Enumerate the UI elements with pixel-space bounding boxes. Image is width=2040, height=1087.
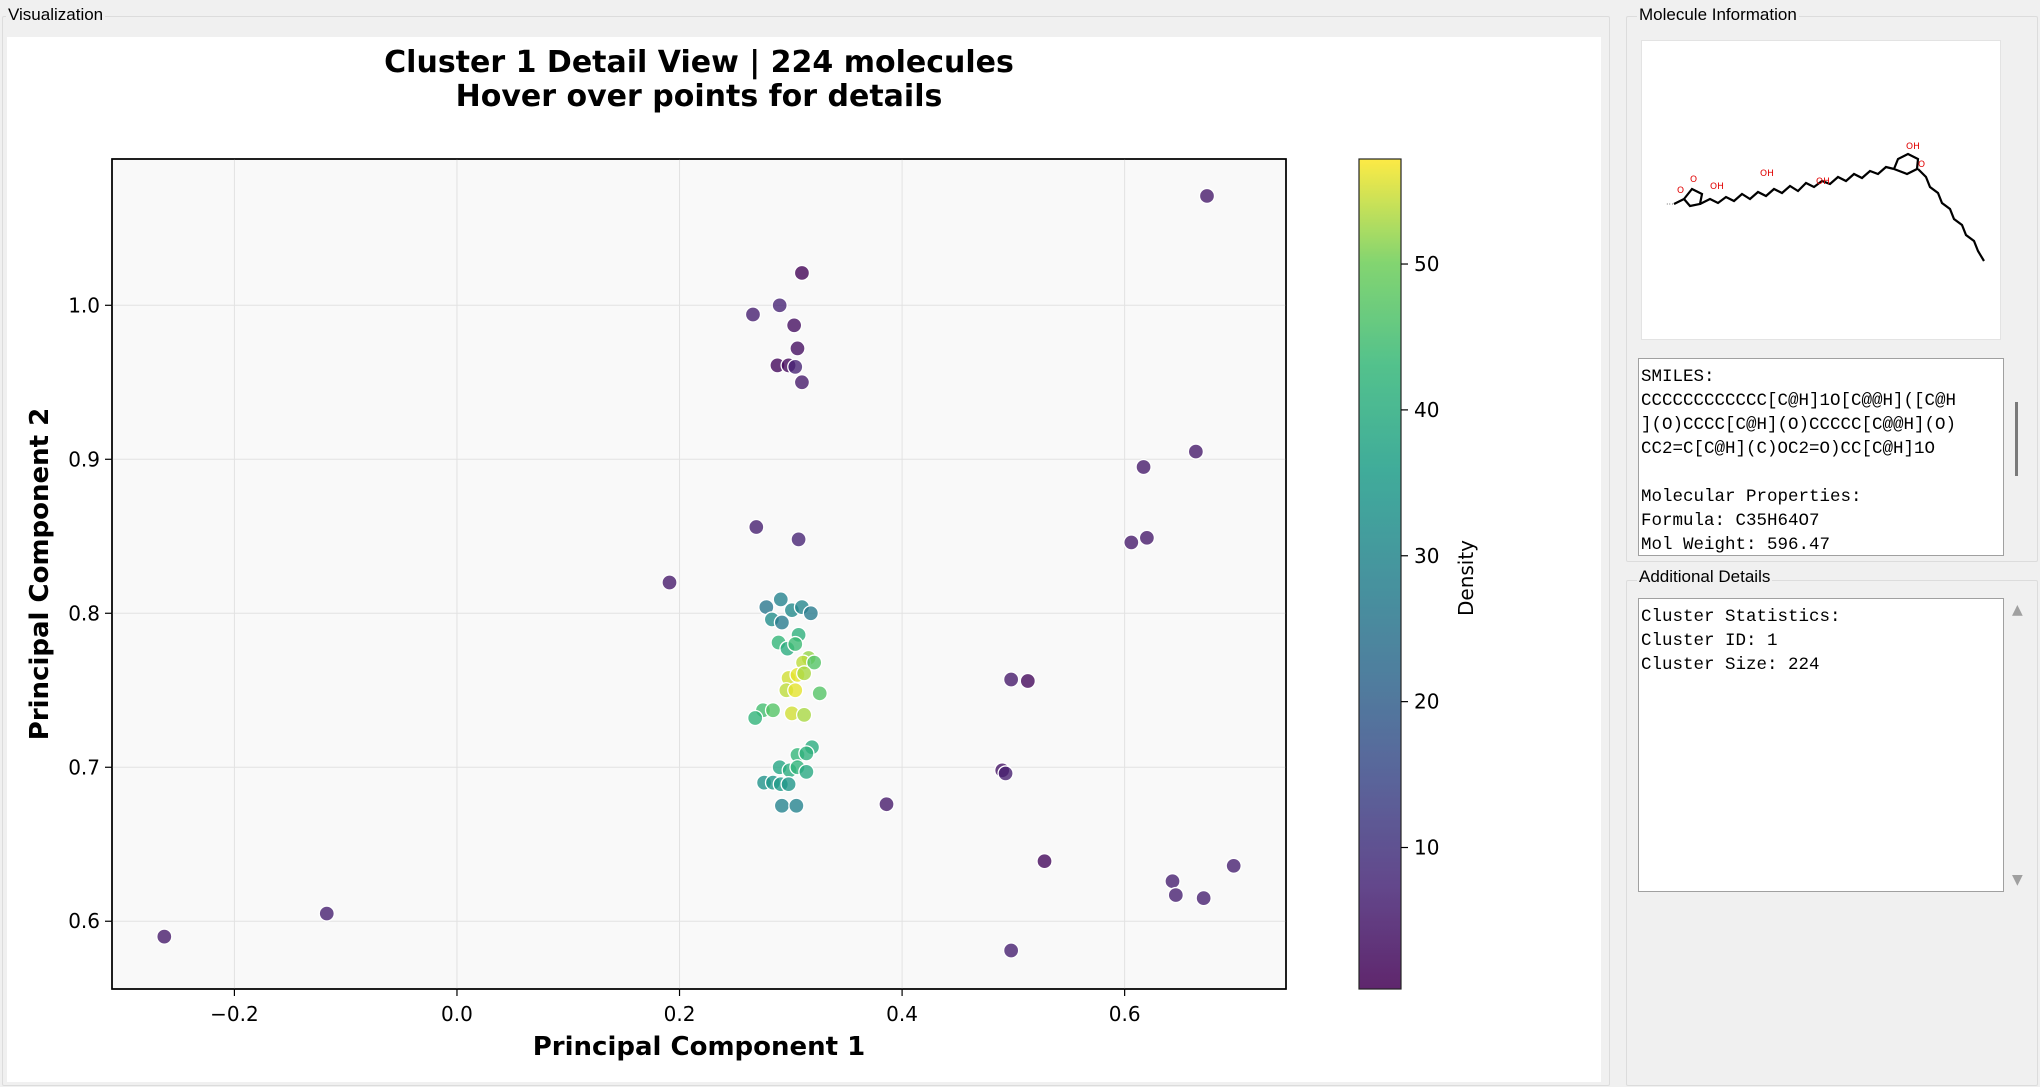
scatter-point[interactable] (1164, 873, 1181, 890)
svg-text:OH: OH (1710, 182, 1724, 192)
scatter-point[interactable] (744, 306, 762, 323)
scatter-point[interactable] (802, 605, 819, 622)
colorbar (1358, 158, 1402, 990)
scatter-point[interactable] (793, 374, 811, 391)
scatter-point[interactable] (806, 654, 823, 671)
molecule-info-scrollbar[interactable] (2015, 402, 2018, 476)
y-axis-label: Principal Component 2 (25, 408, 55, 740)
colorbar-tick-label: 50 (1414, 252, 1439, 276)
scatter-point[interactable] (811, 685, 828, 702)
colorbar-ticks: 10 20 30 40 50 (1401, 252, 1439, 860)
chart-subtitle: Hover over points for details (456, 79, 943, 114)
scatter-point[interactable] (787, 358, 804, 376)
plot-area (111, 158, 1287, 990)
molecule-structure-icon: O O OH OH OH OH O ··· (1666, 142, 1985, 262)
molecule-info-text[interactable]: SMILES: CCCCCCCCCCCC[C@H]1O[C@@H]([C@H ]… (1638, 358, 2004, 556)
scatter-point[interactable] (1135, 458, 1152, 476)
scatter-point[interactable] (771, 297, 788, 314)
scatter-point[interactable] (764, 702, 782, 719)
scatter-point[interactable] (1167, 886, 1184, 904)
colorbar-tick-label: 30 (1414, 544, 1439, 568)
scroll-down-icon[interactable]: ▼ (2012, 872, 2023, 888)
additional-details-groupbox (1626, 580, 2038, 1086)
colorbar-label: Density (1454, 540, 1478, 616)
scatter-point[interactable] (156, 928, 173, 945)
scatter-point[interactable] (796, 706, 813, 724)
scatter-point[interactable] (748, 518, 765, 536)
scatter-point[interactable] (1036, 853, 1053, 870)
svg-text:OH: OH (1760, 169, 1774, 179)
svg-text:···: ··· (1666, 200, 1674, 209)
scatter-point[interactable] (878, 796, 895, 813)
svg-text:OH: OH (1906, 142, 1920, 152)
scatter-chart[interactable]: Cluster 1 Detail View | 224 molecules Ho… (7, 37, 1601, 1082)
colorbar-tick-label: 40 (1414, 398, 1439, 422)
x-axis-label: Principal Component 1 (533, 1032, 865, 1062)
scatter-point[interactable] (1138, 529, 1156, 546)
x-tick-label: 0.4 (886, 1002, 918, 1026)
y-tick-label: 0.9 (68, 447, 100, 471)
scatter-point[interactable] (788, 797, 805, 814)
y-tick-label: 1.0 (68, 293, 100, 317)
molecule-structure-image: O O OH OH OH OH O ··· (1641, 40, 2001, 340)
scatter-point[interactable] (787, 635, 804, 653)
scatter-point[interactable] (318, 905, 335, 922)
scatter-point[interactable] (787, 682, 804, 699)
additional-details-title: Additional Details (1637, 567, 1773, 587)
scatter-point[interactable] (789, 340, 806, 357)
x-axis-ticks: −0.2 0.0 0.2 0.4 0.6 (210, 989, 1141, 1026)
y-tick-label: 0.6 (68, 909, 100, 933)
scatter-point[interactable] (780, 776, 797, 793)
y-tick-label: 0.8 (68, 601, 100, 625)
svg-text:O: O (1690, 175, 1697, 185)
scroll-up-icon[interactable]: ▲ (2012, 602, 2023, 618)
additional-details-text[interactable]: Cluster Statistics: Cluster ID: 1 Cluste… (1638, 598, 2004, 892)
scatter-point[interactable] (1195, 889, 1212, 907)
grid-lines (112, 159, 1286, 989)
scatter-point[interactable] (793, 264, 811, 282)
molecule-info-groupbox (1626, 16, 2038, 562)
colorbar-tick-label: 10 (1414, 836, 1439, 860)
scatter-point[interactable] (1225, 857, 1242, 874)
x-tick-label: −0.2 (210, 1002, 259, 1026)
scatter-point[interactable] (798, 745, 815, 762)
visualization-groupbox (2, 16, 1610, 1086)
x-tick-label: 0.0 (441, 1002, 473, 1026)
visualization-title: Visualization (6, 5, 106, 25)
scatter-point[interactable] (798, 763, 815, 781)
scatter-point[interactable] (1198, 187, 1216, 205)
chart-title: Cluster 1 Detail View | 224 molecules (384, 45, 1014, 80)
x-tick-label: 0.6 (1109, 1002, 1141, 1026)
plot-frame (111, 158, 1287, 990)
scatter-point[interactable] (1002, 671, 1020, 688)
scatter-point[interactable] (1123, 534, 1140, 551)
scatter-point[interactable] (661, 574, 678, 591)
scatter-point[interactable] (747, 709, 764, 727)
scatter-point[interactable] (772, 591, 789, 608)
scatter-point[interactable] (796, 665, 813, 682)
scatter-point[interactable] (1002, 942, 1020, 959)
chart-canvas[interactable]: Cluster 1 Detail View | 224 molecules Ho… (7, 37, 1601, 1082)
y-axis-ticks: 0.6 0.7 0.8 0.9 1.0 (68, 293, 112, 933)
scatter-point[interactable] (773, 797, 791, 814)
molecule-info-title: Molecule Information (1637, 5, 1799, 25)
scatter-point[interactable] (773, 614, 791, 631)
scatter-point[interactable] (1019, 672, 1036, 690)
scatter-point[interactable] (997, 765, 1014, 782)
scatter-point[interactable] (785, 317, 803, 334)
scatter-point[interactable] (1187, 443, 1205, 460)
colorbar-tick-label: 20 (1414, 690, 1439, 714)
svg-text:O: O (1918, 160, 1925, 170)
y-tick-label: 0.7 (68, 755, 100, 779)
svg-text:OH: OH (1816, 177, 1830, 187)
svg-text:O: O (1677, 186, 1684, 196)
x-tick-label: 0.2 (664, 1002, 696, 1026)
scatter-point[interactable] (790, 531, 807, 548)
data-points[interactable] (156, 187, 1242, 959)
